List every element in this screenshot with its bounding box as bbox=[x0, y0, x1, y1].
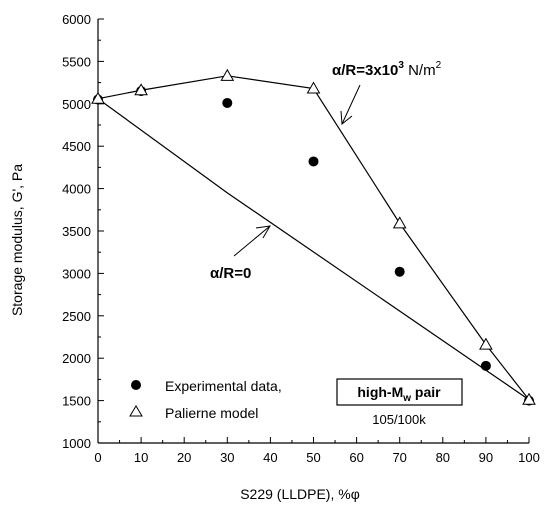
svg-text:α/R=3x103 N/m2: α/R=3x103 N/m2 bbox=[332, 60, 442, 79]
series-line-2 bbox=[97, 98, 530, 401]
y-tick-label: 3500 bbox=[62, 224, 91, 239]
legend-marker-palierne bbox=[129, 405, 143, 417]
legend-marker-experimental bbox=[131, 380, 141, 390]
x-tick-label: 10 bbox=[134, 450, 148, 465]
upper-label-unit-exp: 2 bbox=[436, 60, 442, 71]
y-tick-label: 4000 bbox=[62, 182, 91, 197]
y-tick-label: 5500 bbox=[62, 54, 91, 69]
data-point-palierne bbox=[522, 392, 536, 405]
svg-text:high-Mw pair: high-Mw pair bbox=[357, 384, 441, 404]
y-tick-label: 2000 bbox=[62, 351, 91, 366]
x-tick-label: 80 bbox=[436, 450, 450, 465]
pair-label-box: high-Mw pair bbox=[336, 378, 463, 406]
x-tick-label: 40 bbox=[263, 450, 277, 465]
data-point-experimental bbox=[308, 156, 319, 167]
upper-label-main: α/R=3x10 bbox=[332, 62, 398, 79]
model-lines bbox=[97, 75, 530, 401]
series-line-1 bbox=[97, 75, 530, 401]
data-point-palierne bbox=[479, 337, 493, 350]
annotation-upper: α/R=3x103 N/m2 bbox=[332, 60, 442, 79]
legend-label-experimental: Experimental data, bbox=[165, 378, 282, 394]
x-tick-label: 60 bbox=[349, 450, 363, 465]
pair-label-post: pair bbox=[411, 384, 441, 400]
y-tick-label: 1000 bbox=[62, 436, 91, 451]
x-tick-label: 100 bbox=[518, 450, 540, 465]
x-tick-label: 0 bbox=[94, 450, 101, 465]
legend-label-palierne: Palierne model bbox=[165, 405, 258, 421]
y-tick-label: 6000 bbox=[62, 12, 91, 27]
y-tick-label: 2500 bbox=[62, 309, 91, 324]
legend: Experimental data, Palierne model bbox=[129, 378, 282, 421]
data-point-experimental bbox=[480, 360, 491, 371]
data-markers bbox=[91, 68, 536, 406]
data-point-palierne bbox=[220, 68, 235, 81]
data-point-experimental bbox=[222, 97, 233, 108]
x-tick-label: 30 bbox=[220, 450, 234, 465]
data-point-experimental bbox=[394, 266, 405, 277]
x-tick-label: 70 bbox=[392, 450, 406, 465]
y-axis-label: Storage modulus, G', Pa bbox=[9, 164, 25, 316]
pair-label-pre: high-M bbox=[357, 384, 403, 400]
axes: 0 10 20 30 40 50 60 70 80 90 100 1000 1500 2000 2500 30… bbox=[62, 12, 540, 465]
pair-label-sub: w bbox=[402, 393, 411, 404]
data-point-palierne bbox=[392, 216, 407, 229]
lower-label: α/R=0 bbox=[210, 265, 251, 282]
data-point-palierne bbox=[306, 81, 321, 94]
y-tick-label: 3000 bbox=[62, 266, 91, 281]
upper-label-unit: N/m bbox=[404, 62, 436, 79]
annotation-upper-arrow bbox=[340, 84, 361, 125]
y-tick-label: 1500 bbox=[62, 394, 91, 409]
x-tick-label: 20 bbox=[177, 450, 191, 465]
upper-label-exp: 3 bbox=[398, 60, 404, 71]
y-tick-label: 5000 bbox=[62, 97, 91, 112]
y-tick-label: 4500 bbox=[62, 139, 91, 154]
x-tick-label: 50 bbox=[306, 450, 320, 465]
x-tick-label: 90 bbox=[479, 450, 493, 465]
data-point-palierne bbox=[91, 91, 105, 104]
x-axis-label: S229 (LLDPE), %φ bbox=[240, 486, 360, 502]
data-point-palierne bbox=[134, 83, 148, 96]
pair-sublabel: 105/100k bbox=[372, 412, 426, 427]
annotation-lower-arrow bbox=[233, 225, 271, 257]
